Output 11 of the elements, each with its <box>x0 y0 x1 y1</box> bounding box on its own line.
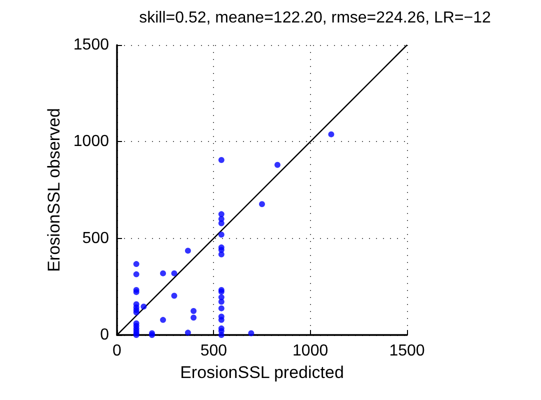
x-tick-label: 500 <box>200 342 228 360</box>
y-tick-label: 1000 <box>73 133 110 150</box>
y-tick-label: 1500 <box>73 36 110 54</box>
x-tick-label: 1000 <box>292 342 328 360</box>
y-tick-label: 0 <box>100 326 110 344</box>
y-axis-title: ErosionSSL observed <box>44 108 64 272</box>
chart-title: skill=0.52, meane=122.20, rmse=224.26, LR=−12 <box>139 10 491 26</box>
x-axis-title: ErosionSSL predicted <box>180 362 344 382</box>
y-tick-label: 500 <box>82 230 110 247</box>
x-tick-label: 1500 <box>389 342 425 360</box>
x-tick-label: 0 <box>112 342 122 360</box>
